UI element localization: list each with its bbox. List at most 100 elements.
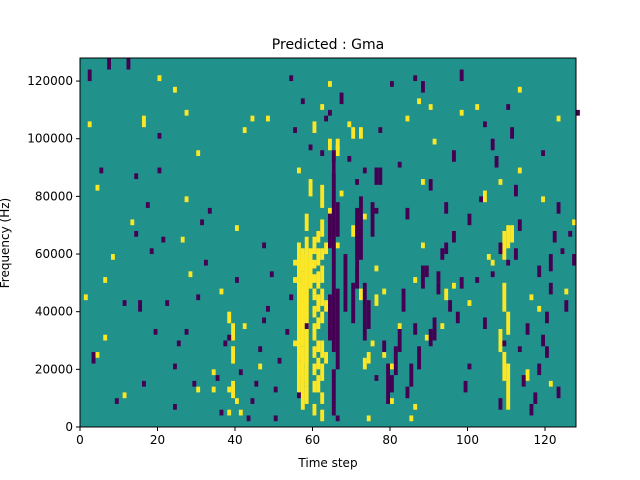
heatmap-cell-high [525, 369, 530, 381]
heatmap-cell-high [390, 398, 394, 404]
heatmap-cell-low [556, 202, 561, 214]
heatmap-cell-low [455, 311, 460, 324]
heatmap-cell-low [331, 369, 336, 416]
heatmap-cell-low [409, 363, 414, 387]
heatmap-cell-high [300, 369, 305, 399]
heatmap-cell-low [269, 271, 274, 278]
heatmap-cell-high [440, 323, 445, 329]
heatmap-cell-low [490, 138, 495, 151]
heatmap-cell-high [316, 271, 321, 289]
heatmap-cell-low [374, 375, 379, 381]
heatmap-cell-high [173, 86, 177, 93]
x-tick-label: 20 [150, 433, 165, 447]
heatmap-cell-high [324, 300, 328, 312]
heatmap-cell-low [556, 386, 561, 399]
heatmap-cell-low [161, 236, 166, 243]
heatmap-cell-low [366, 300, 371, 329]
heatmap-cell-low [351, 282, 356, 324]
heatmap-cell-low [304, 323, 309, 329]
heatmap-cell-high [83, 294, 88, 301]
heatmap-cell-high [320, 340, 325, 358]
heatmap-cell-low [510, 127, 514, 139]
heatmap-cell-high [316, 375, 321, 393]
heatmap-cell-high [459, 109, 464, 116]
heatmap-cell-low [548, 254, 553, 272]
heatmap-cell-high [421, 179, 425, 185]
heatmap-cell-high [541, 196, 545, 203]
heatmap-cell-low [138, 300, 142, 312]
heatmap-cell-low [560, 248, 565, 255]
plot-area [79, 57, 580, 428]
heatmap-cell-high [304, 213, 309, 231]
heatmap-cell-high [266, 115, 270, 122]
heatmap-cell-high [312, 403, 317, 416]
heatmap-cell-low [498, 242, 503, 255]
heatmap-cell-high [359, 127, 363, 139]
heatmap-cell-low [537, 265, 542, 278]
heatmap-cell-low [355, 207, 359, 289]
heatmap-cell-high [328, 138, 332, 151]
heatmap-cell-low [525, 323, 530, 335]
heatmap-cell-low [335, 415, 340, 422]
heatmap-cell-low [331, 150, 336, 353]
heatmap-cell-high [498, 328, 503, 353]
heatmap-cell-low [378, 167, 383, 185]
heatmap-cell-low [370, 202, 375, 237]
heatmap-cell-low [300, 98, 305, 105]
heatmap-cell-high [432, 138, 437, 145]
heatmap-cell-high [111, 254, 115, 260]
heatmap-cell-high [362, 357, 367, 370]
heatmap-cell-low [196, 294, 201, 301]
heatmap-cell-low [514, 248, 518, 260]
heatmap-cell-high [231, 346, 235, 364]
heatmap-cell-low [192, 380, 197, 387]
heatmap-cell-high [304, 352, 309, 387]
x-tick-label: 100 [456, 433, 479, 447]
heatmap-cell-high [490, 259, 495, 266]
heatmap-cell-high [413, 403, 418, 410]
x-tick-label: 80 [382, 433, 397, 447]
heatmap-cell-high [444, 288, 449, 301]
heatmap-cell-low [153, 328, 158, 335]
heatmap-cell-low [475, 277, 480, 283]
heatmap-cell-high [95, 352, 100, 358]
heatmap-cell-low [273, 415, 278, 422]
heatmap-cell-high [320, 311, 325, 324]
heatmap-cell-low [479, 196, 483, 203]
heatmap-cell-high [312, 305, 317, 318]
heatmap-cell-low [514, 184, 518, 197]
heatmap-cell-high [312, 323, 317, 341]
heatmap-cell-low [459, 69, 464, 82]
heatmap-cell-low [564, 300, 569, 312]
heatmap-cell-high [320, 363, 325, 381]
heatmap-cell-high [312, 274, 317, 283]
heatmap-cell-high [548, 380, 553, 387]
heatmap-cell-low [397, 161, 402, 168]
heatmap-cell-low [459, 277, 464, 289]
heatmap-cell-low [347, 156, 352, 162]
heatmap-cell-high [316, 317, 321, 329]
heatmap-cell-low [490, 271, 495, 278]
heatmap-cell-low [390, 375, 394, 393]
heatmap-cell-low [397, 328, 402, 353]
heatmap-cell-low [452, 230, 456, 243]
heatmap-cell-low [204, 259, 208, 266]
heatmap-cell-high [320, 288, 325, 306]
heatmap-cell-low [413, 323, 418, 335]
heatmap-cell-low [463, 380, 468, 393]
heatmap-cell-high [486, 254, 491, 260]
heatmap-cell-low [343, 254, 348, 312]
heatmap-cell-low [417, 346, 421, 370]
heatmap-cell-high [510, 225, 514, 243]
heatmap-cell-high [351, 225, 356, 237]
heatmap-cell-high [308, 179, 313, 197]
heatmap-cell-high [242, 323, 247, 329]
heatmap-cell-high [359, 288, 363, 301]
heatmap-cell-high [231, 323, 235, 341]
heatmap-cell-high [320, 219, 325, 237]
heatmap-cell-low [405, 386, 410, 399]
heatmap-cell-high [242, 127, 247, 133]
heatmap-cell-low [335, 288, 340, 370]
heatmap-cell-low [517, 219, 522, 231]
heatmap-cell-low [289, 75, 294, 82]
